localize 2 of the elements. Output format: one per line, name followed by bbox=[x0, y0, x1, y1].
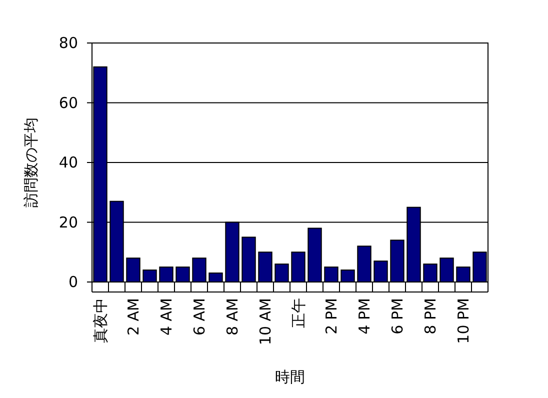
ylabel: 訪問数の平均 bbox=[22, 118, 40, 208]
xlabel: 時間 bbox=[275, 368, 305, 386]
